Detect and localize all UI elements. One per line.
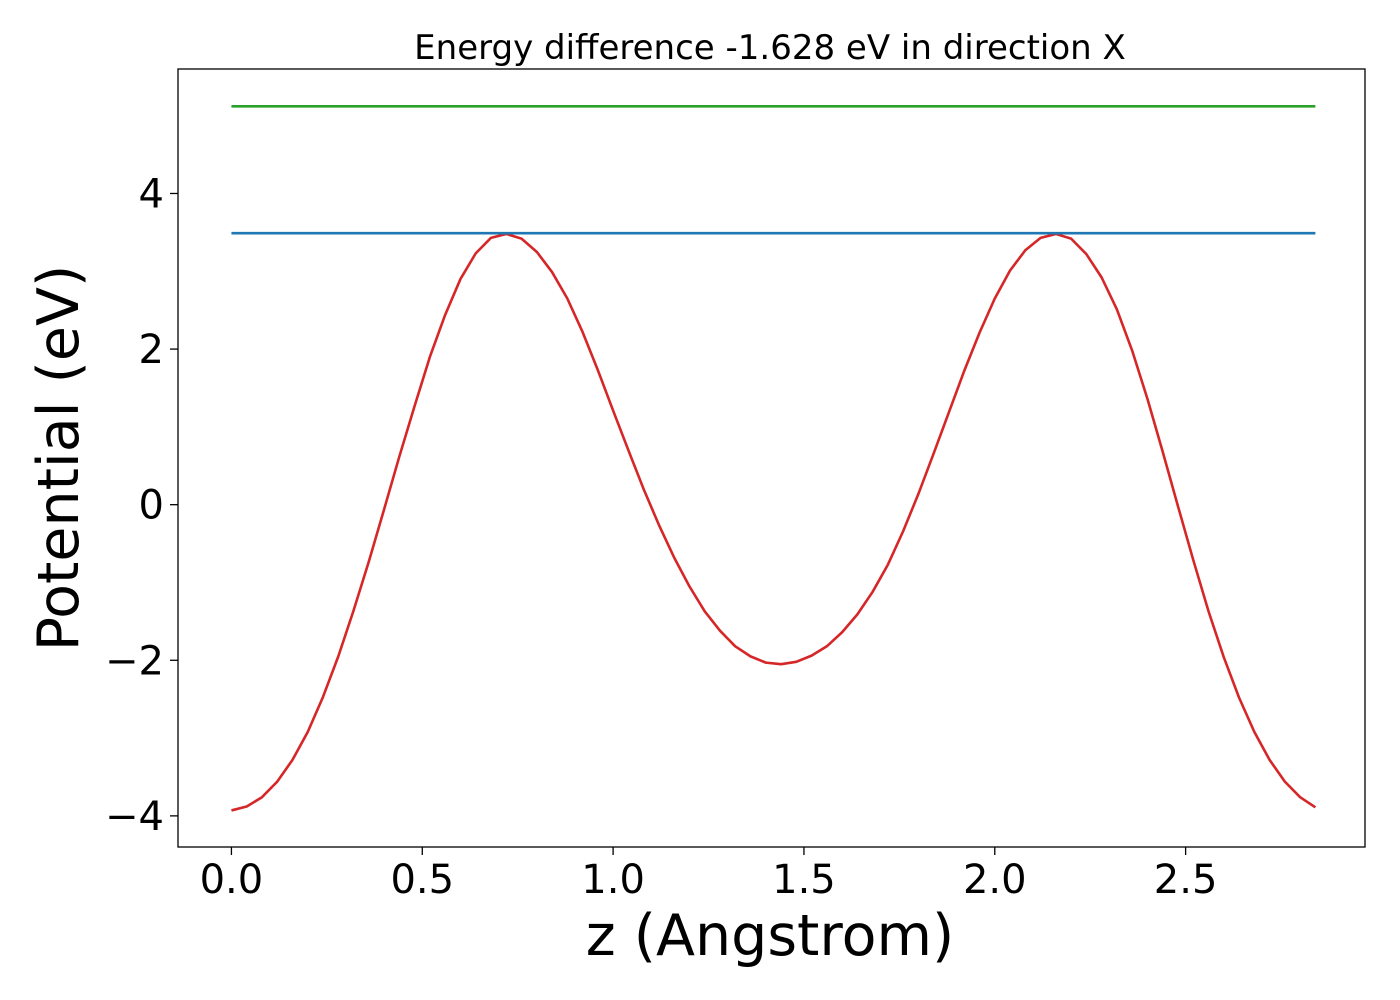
plot-area [231,105,1317,812]
plot-frame [177,68,1366,848]
x-axis-label: z (Angstrom) [586,903,954,969]
x-tick-label: 0.5 [390,857,454,903]
y-axis-label: Potential (eV) [26,265,92,651]
x-tick-label: 1.5 [772,857,836,903]
x-tick-label: 2.5 [1154,857,1218,903]
y-tick-label: 2 [139,327,164,373]
y-tick-label: 0 [139,483,164,529]
y-tick-label: −2 [105,638,164,684]
chart-title: Energy difference -1.628 eV in direction… [414,28,1126,68]
x-tick-label: 2.0 [963,857,1027,903]
x-axis: 0.0 0.5 1.0 1.5 2.0 2.5 [200,847,1218,903]
y-axis: −4 −2 0 2 4 [105,171,178,840]
x-tick-label: 1.0 [581,857,645,903]
series-line-0 [231,232,1317,812]
y-tick-label: 4 [139,171,164,217]
x-tick-label: 0.0 [200,857,264,903]
y-tick-label: −4 [105,794,164,840]
